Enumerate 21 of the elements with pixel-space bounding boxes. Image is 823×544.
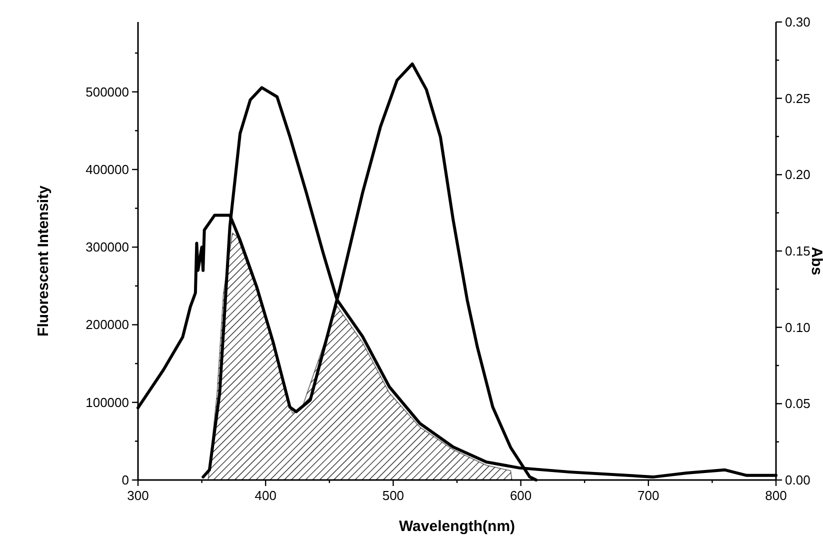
- y2-tick-label: 0.15: [785, 244, 810, 258]
- y2-tick-label: 0.30: [785, 14, 810, 30]
- y-tick-label: 100000: [86, 394, 129, 410]
- y-tick-label: 500000: [86, 84, 129, 100]
- y2-tick-label: 0.25: [785, 90, 810, 106]
- y-tick-label: 300000: [86, 240, 129, 255]
- y2-tick-label: 0.20: [785, 167, 810, 182]
- y-axis-title: Fluorescent Intensity: [35, 184, 52, 336]
- y-tick-label: 0: [122, 472, 129, 488]
- x-axis-title: Wavelength(nm): [398, 518, 516, 535]
- x-tick-label: 500: [382, 488, 404, 503]
- x-tick-label: 400: [254, 488, 276, 503]
- y2-tick-label: 0.05: [785, 396, 810, 412]
- x-tick-label: 800: [765, 488, 787, 503]
- x-tick-label: 600: [510, 488, 532, 503]
- y-tick-label: 200000: [86, 317, 129, 332]
- x-tick-label: 300: [127, 488, 149, 503]
- y-tick-label: 400000: [86, 162, 129, 177]
- y2-tick-label: 0.10: [785, 320, 810, 335]
- x-tick-label: 700: [638, 488, 660, 503]
- y2-tick-label: 0.00: [785, 472, 810, 488]
